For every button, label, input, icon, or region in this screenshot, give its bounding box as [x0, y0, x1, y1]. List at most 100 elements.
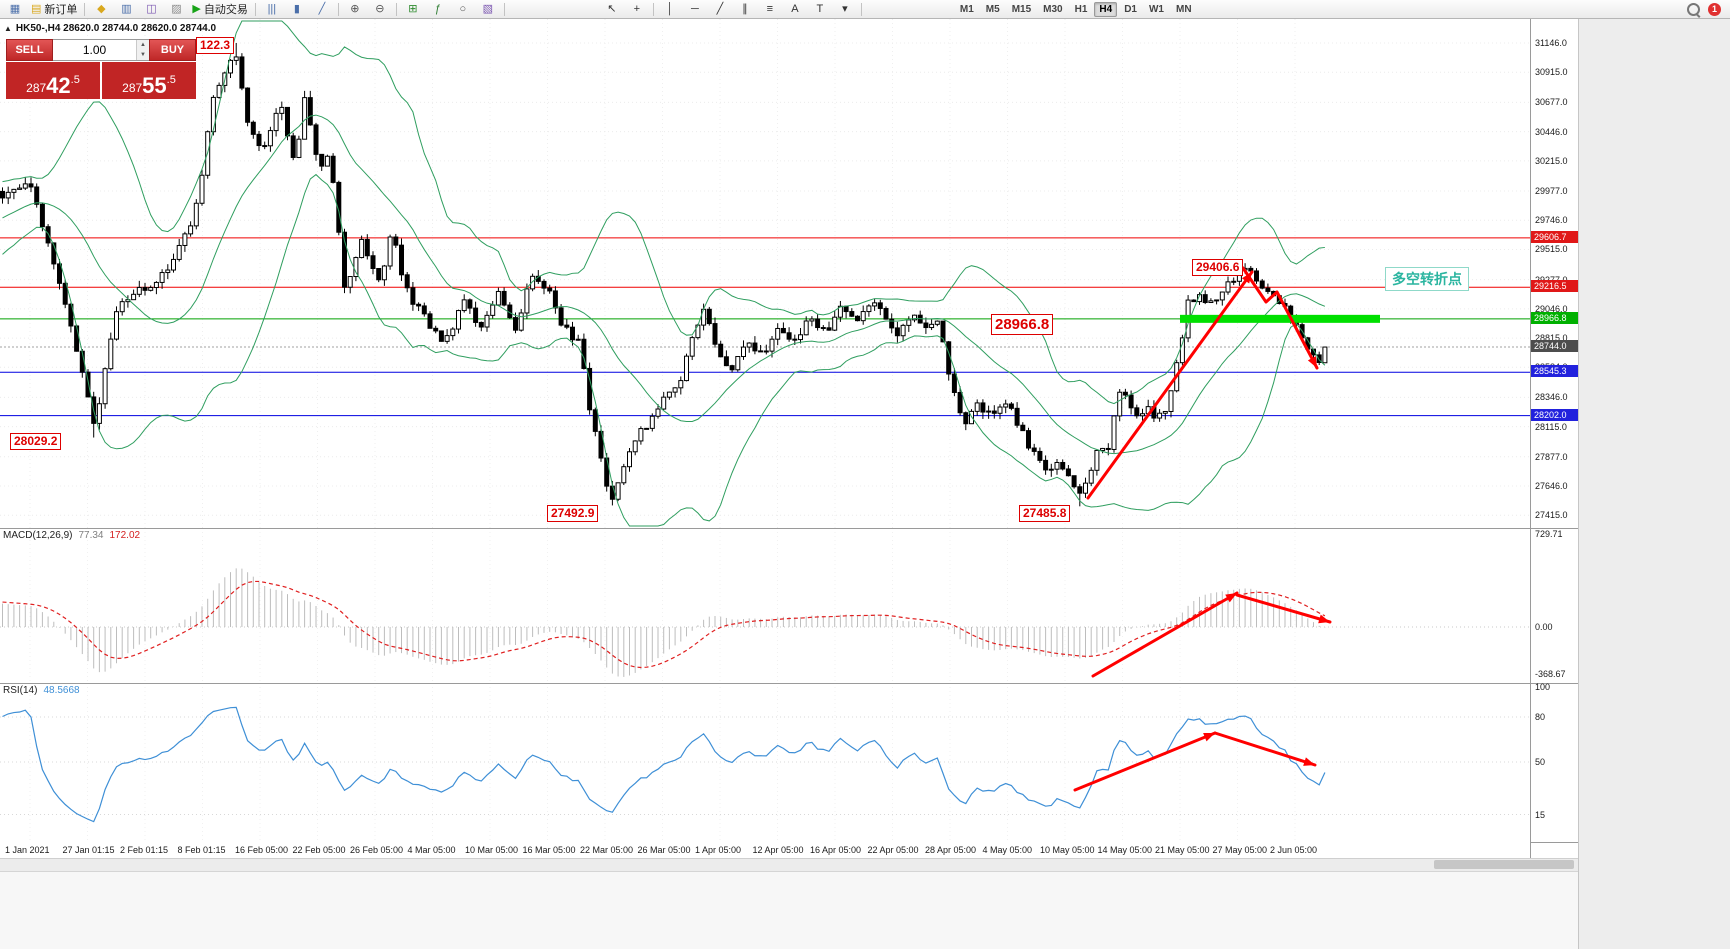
price-label[interactable]: 28029.2	[10, 433, 62, 450]
terminal-icon[interactable]: ▨	[164, 0, 188, 19]
price-tick: 27646.0	[1535, 481, 1568, 492]
price-label[interactable]: 28966.8	[991, 314, 1054, 335]
time-label: 27 May 05:00	[1212, 845, 1268, 855]
time-label: 22 Mar 05:00	[580, 845, 634, 855]
navigator-icon[interactable]: ◫	[139, 0, 163, 19]
bars-chart-icon: |||	[267, 2, 277, 15]
bars-chart-icon[interactable]: |||	[260, 0, 284, 19]
arrows-tool-icon[interactable]: ▾	[833, 0, 857, 19]
label-icon[interactable]: T	[808, 0, 832, 19]
buy-button[interactable]: BUY	[149, 39, 196, 61]
timeframe-bar: M1 M5 M15 M30 H1 H4 D1 W1 MN	[955, 1, 1197, 17]
search-icon[interactable]	[1687, 2, 1700, 16]
timeframe-m30[interactable]: M30	[1043, 3, 1063, 15]
line-chart-icon[interactable]: ╱	[310, 0, 334, 19]
metaeditor-icon[interactable]: ◆	[89, 0, 113, 19]
one-click-collapse-arrow[interactable]: ▲	[4, 24, 12, 33]
candlestick-chart-icon[interactable]: ▮	[285, 0, 309, 19]
time-label: 8 Feb 01:15	[177, 845, 226, 855]
volume-up-icon[interactable]: ▲	[137, 40, 149, 50]
timeframe-m5[interactable]: M5	[985, 3, 1000, 15]
channel-icon[interactable]: ∥	[733, 0, 757, 19]
horizontal-line-icon[interactable]: ─	[683, 0, 707, 19]
trendline-icon: ╱	[716, 2, 724, 15]
trendline-icon[interactable]: ╱	[708, 0, 732, 19]
main-chart-canvas[interactable]	[0, 19, 1530, 528]
autotrading-icon: ▶	[192, 2, 201, 15]
channel-icon: ∥	[742, 2, 748, 15]
cursor-icon[interactable]: ↖	[600, 0, 624, 19]
time-label: 26 Feb 05:00	[350, 845, 404, 855]
price-label[interactable]: 29406.6	[1192, 259, 1244, 276]
timeframe-m1[interactable]: M1	[959, 3, 974, 15]
toolbar-separator	[84, 2, 86, 16]
timeframe-m15[interactable]: M15	[1011, 3, 1032, 15]
indicators-icon[interactable]: ƒ	[426, 0, 450, 19]
volume-spinner: ▲ ▼	[136, 40, 149, 60]
autotrading-label: 自动交易	[203, 4, 248, 16]
timeframe-d1[interactable]: D1	[1124, 3, 1137, 15]
templates-icon[interactable]: ▧	[476, 0, 500, 19]
market-watch-icon: ▥	[121, 2, 132, 15]
toolbar-separator	[503, 2, 505, 16]
panel-separator[interactable]	[0, 528, 1578, 529]
macd-panel-canvas[interactable]	[0, 528, 1530, 683]
text-icon: A	[791, 2, 799, 15]
annotation-label[interactable]: 多空转折点	[1385, 267, 1469, 291]
line-chart-icon: ╱	[318, 2, 326, 15]
price-badge: 28202.0	[1531, 408, 1578, 421]
panel-separator[interactable]	[0, 683, 1578, 684]
metaeditor-icon: ◆	[97, 2, 106, 15]
price-tick: 30677.0	[1535, 97, 1568, 108]
buy-price[interactable]: 287 55.5	[102, 62, 196, 99]
timeframe-h4[interactable]: H4	[1094, 1, 1118, 17]
crosshair-icon[interactable]: +	[625, 0, 649, 19]
chart-window: 31146.0 30915.0 30677.0 30446.0 30215.0 29977…	[0, 19, 1730, 949]
notification-badge[interactable]: 1	[1708, 2, 1721, 16]
price-tick: 29746.0	[1535, 215, 1568, 226]
periods-icon[interactable]: ○	[451, 0, 475, 19]
sell-button[interactable]: SELL	[6, 39, 53, 61]
crosshair-icon: +	[633, 2, 641, 15]
autotrading-button[interactable]: ▶ 自动交易	[189, 0, 250, 19]
time-label: 1 Apr 05:00	[695, 845, 742, 855]
vertical-line-icon[interactable]: │	[658, 0, 682, 19]
timeframe-w1[interactable]: W1	[1148, 3, 1164, 15]
timeframe-mn[interactable]: MN	[1175, 3, 1192, 15]
time-label: 16 Mar 05:00	[522, 845, 576, 855]
price-label[interactable]: 27485.8	[1019, 505, 1071, 522]
charts-icon[interactable]: ▦	[3, 0, 27, 19]
rsi-scale-tick: 50	[1535, 757, 1546, 767]
toolbar-separator	[337, 2, 339, 16]
sell-price[interactable]: 287 42.5	[6, 62, 100, 99]
price-tick: 30215.0	[1535, 155, 1568, 166]
macd-value-signal: 172.02	[109, 530, 141, 541]
new-order-button[interactable]: ▤ 新订单	[28, 0, 80, 19]
time-label: 28 Apr 05:00	[925, 845, 977, 855]
rsi-scale-tick: 100	[1535, 682, 1551, 692]
zoom-out-icon[interactable]: ⊖	[368, 0, 392, 19]
zoom-in-icon[interactable]: ⊕	[343, 0, 367, 19]
tile-windows-icon[interactable]: ⊞	[401, 0, 425, 19]
fibonacci-icon[interactable]: ≡	[758, 0, 782, 19]
market-watch-icon[interactable]: ▥	[114, 0, 138, 19]
price-label[interactable]: 27492.9	[547, 505, 599, 522]
volume-input[interactable]	[53, 40, 136, 60]
horizontal-scrollbar-thumb[interactable]	[1434, 860, 1574, 869]
volume-down-icon[interactable]: ▼	[137, 50, 149, 60]
rsi-header: RSI(14) 48.5668	[3, 685, 80, 696]
timeframe-h1[interactable]: H1	[1074, 3, 1088, 15]
price-badge: 29216.5	[1531, 280, 1578, 293]
price-label[interactable]: 122.3	[196, 37, 235, 54]
macd-scale-tick: -368.67	[1535, 669, 1566, 679]
price-tick: 27415.0	[1535, 510, 1568, 521]
time-label: 14 May 05:00	[1097, 845, 1153, 855]
text-icon[interactable]: A	[783, 0, 807, 19]
rsi-value: 48.5668	[43, 685, 80, 696]
fibonacci-icon: ≡	[766, 2, 774, 15]
zoom-in-icon: ⊕	[350, 2, 360, 15]
rsi-panel-canvas[interactable]	[0, 683, 1530, 842]
rsi-scale-tick: 15	[1535, 809, 1546, 820]
horizontal-scrollbar[interactable]	[0, 859, 1578, 872]
time-label: 2 Jun 05:00	[1270, 845, 1318, 855]
